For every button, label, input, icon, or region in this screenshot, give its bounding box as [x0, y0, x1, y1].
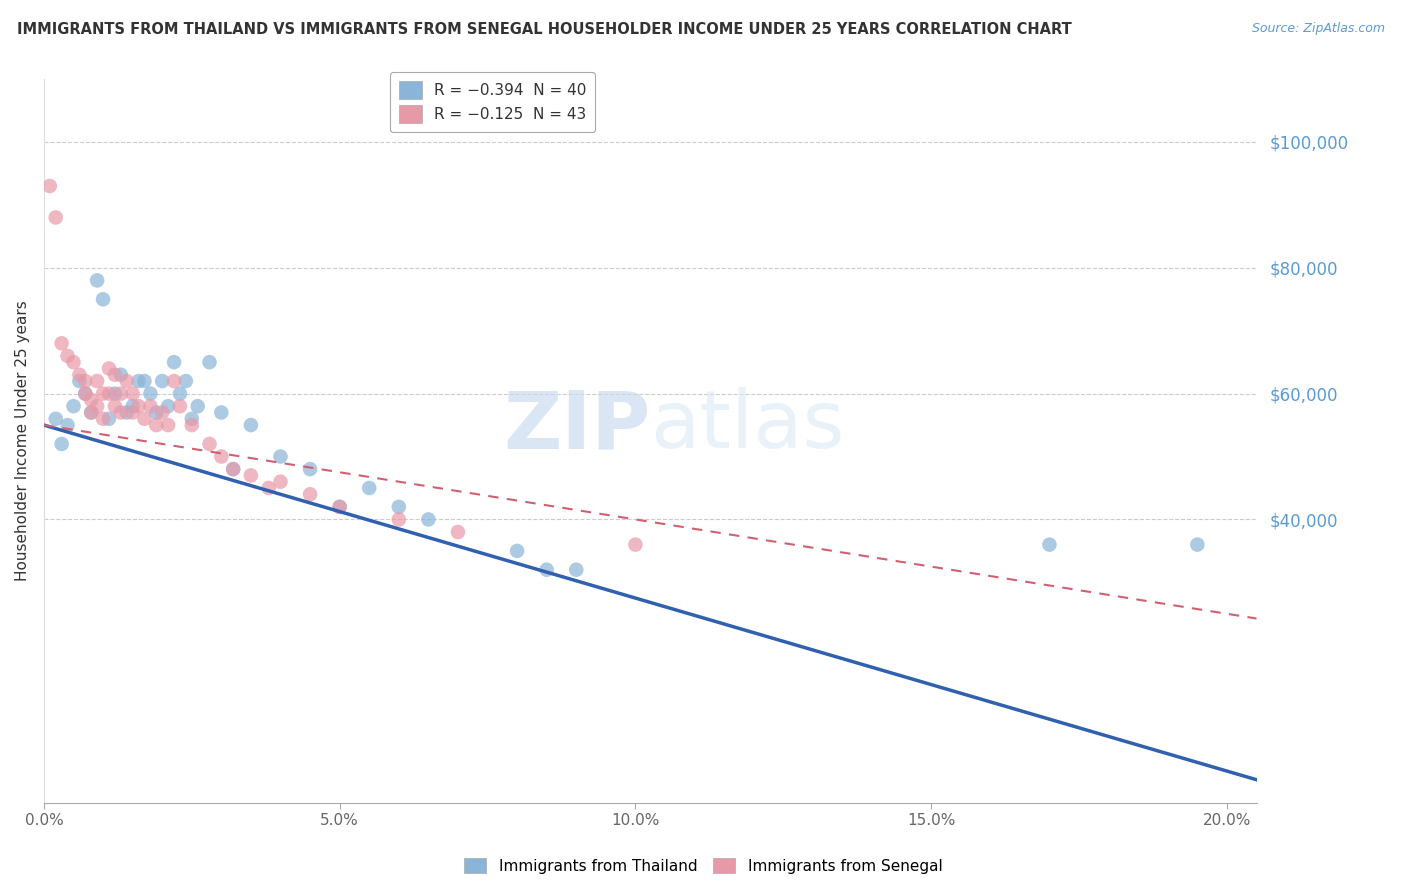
Point — [62, 399, 84, 413]
Text: ZIP: ZIP — [503, 387, 650, 466]
Point — [104, 386, 127, 401]
Point — [115, 374, 138, 388]
Point — [329, 500, 352, 514]
Point — [80, 405, 103, 419]
Point — [447, 524, 470, 539]
Point — [239, 418, 262, 433]
Point — [163, 374, 186, 388]
Point — [145, 405, 167, 419]
Point — [91, 411, 114, 425]
Point — [62, 355, 84, 369]
Point — [1038, 538, 1060, 552]
Point — [506, 544, 529, 558]
Point — [97, 386, 120, 401]
Point — [97, 411, 120, 425]
Point — [75, 386, 97, 401]
Text: Source: ZipAtlas.com: Source: ZipAtlas.com — [1251, 22, 1385, 36]
Point — [157, 418, 180, 433]
Point — [56, 349, 79, 363]
Point — [51, 336, 73, 351]
Point — [222, 462, 245, 476]
Point — [104, 368, 127, 382]
Point — [209, 405, 232, 419]
Text: atlas: atlas — [650, 387, 845, 466]
Point — [257, 481, 280, 495]
Point — [169, 386, 191, 401]
Point — [51, 437, 73, 451]
Point — [299, 462, 322, 476]
Point — [388, 512, 411, 526]
Point — [128, 374, 150, 388]
Point — [299, 487, 322, 501]
Point — [198, 437, 221, 451]
Point — [169, 399, 191, 413]
Point — [418, 512, 440, 526]
Point — [86, 374, 108, 388]
Y-axis label: Householder Income Under 25 years: Householder Income Under 25 years — [15, 301, 30, 582]
Point — [239, 468, 262, 483]
Point — [121, 405, 143, 419]
Point — [150, 374, 173, 388]
Point — [115, 405, 138, 419]
Point — [67, 368, 90, 382]
Point — [1187, 538, 1209, 552]
Point — [198, 355, 221, 369]
Point — [80, 405, 103, 419]
Point — [180, 418, 202, 433]
Text: IMMIGRANTS FROM THAILAND VS IMMIGRANTS FROM SENEGAL HOUSEHOLDER INCOME UNDER 25 : IMMIGRANTS FROM THAILAND VS IMMIGRANTS F… — [17, 22, 1071, 37]
Point — [359, 481, 381, 495]
Point — [388, 500, 411, 514]
Legend: R = −0.394  N = 40, R = −0.125  N = 43: R = −0.394 N = 40, R = −0.125 N = 43 — [389, 72, 596, 132]
Point — [134, 411, 156, 425]
Point — [38, 179, 60, 194]
Point — [110, 368, 132, 382]
Point — [97, 361, 120, 376]
Point — [75, 374, 97, 388]
Point — [45, 211, 67, 225]
Point — [624, 538, 647, 552]
Point — [134, 374, 156, 388]
Point — [150, 405, 173, 419]
Point — [121, 399, 143, 413]
Point — [145, 418, 167, 433]
Point — [187, 399, 209, 413]
Point — [121, 386, 143, 401]
Point — [329, 500, 352, 514]
Point — [536, 563, 558, 577]
Point — [139, 399, 162, 413]
Legend: Immigrants from Thailand, Immigrants from Senegal: Immigrants from Thailand, Immigrants fro… — [457, 852, 949, 880]
Point — [110, 405, 132, 419]
Point — [110, 386, 132, 401]
Point — [180, 411, 202, 425]
Point — [174, 374, 197, 388]
Point — [157, 399, 180, 413]
Point — [104, 399, 127, 413]
Point — [139, 386, 162, 401]
Point — [91, 292, 114, 306]
Point — [45, 411, 67, 425]
Point — [75, 386, 97, 401]
Point — [269, 475, 291, 489]
Point — [56, 418, 79, 433]
Point — [222, 462, 245, 476]
Point — [565, 563, 588, 577]
Point — [269, 450, 291, 464]
Point — [163, 355, 186, 369]
Point — [209, 450, 232, 464]
Point — [67, 374, 90, 388]
Point — [86, 399, 108, 413]
Point — [86, 273, 108, 287]
Point — [91, 386, 114, 401]
Point — [80, 392, 103, 407]
Point — [128, 399, 150, 413]
